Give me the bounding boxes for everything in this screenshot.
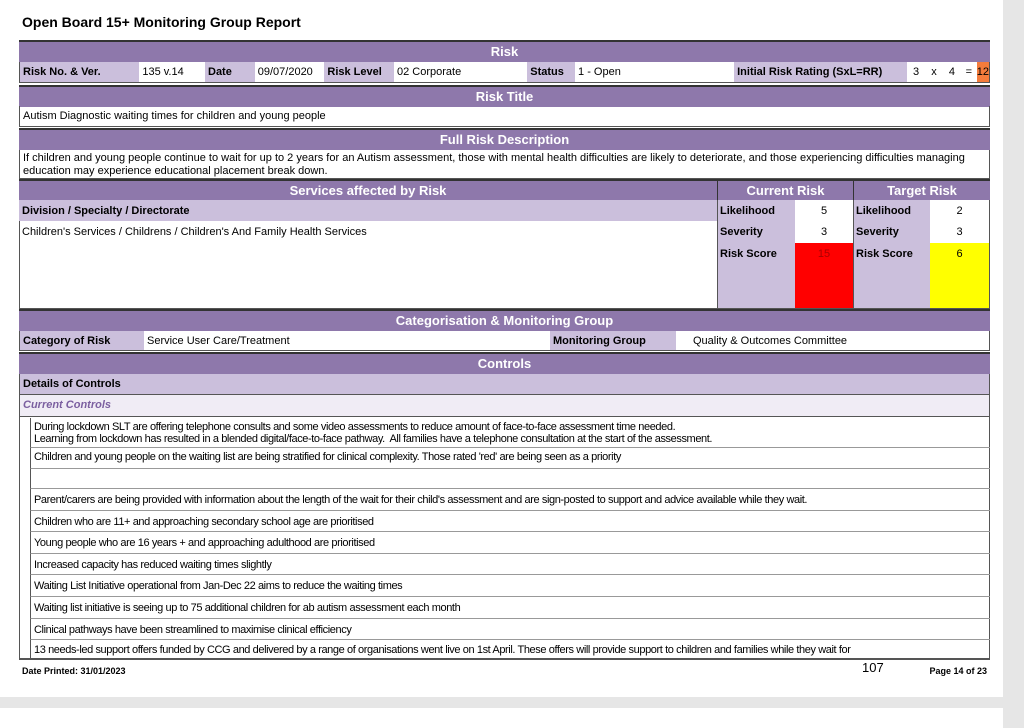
categorisation-row: Category of Risk Service User Care/Treat… [19, 331, 990, 351]
times-sign: x [925, 62, 943, 82]
current-risk-score: 15 [795, 243, 853, 308]
categorisation-header: Categorisation & Monitoring Group [19, 309, 990, 331]
initial-rating-label: Initial Risk Rating (SxL=RR) [734, 62, 908, 82]
target-risk-header: Target Risk [853, 179, 990, 201]
current-severity: 3 [820, 226, 828, 238]
report-title: Open Board 15+ Monitoring Group Report [22, 14, 301, 30]
date-value: 09/07/2020 [254, 62, 325, 82]
monitoring-group-value: Quality & Outcomes Committee [676, 331, 989, 350]
target-likelihood-label: Likelihood [856, 205, 911, 217]
current-controls-label: Current Controls [19, 395, 990, 417]
control-item: Increased capacity has reduced waiting t… [30, 554, 990, 575]
division-value: Children's Services / Childrens / Childr… [22, 226, 367, 238]
services-header: Services affected by Risk [19, 179, 717, 201]
risk-level-label: Risk Level [324, 62, 394, 82]
next-page [0, 708, 1003, 728]
risk-no: 135 v.14 [139, 62, 205, 82]
control-item: During lockdown SLT are offering telepho… [30, 418, 990, 448]
equals-sign: = [960, 62, 977, 82]
risk-title-header: Risk Title [19, 85, 990, 107]
page-number: Page 14 of 23 [929, 666, 987, 676]
date-label: Date [205, 62, 255, 82]
report-page: Open Board 15+ Monitoring Group Report R… [0, 0, 1003, 697]
target-score-label: Risk Score [856, 248, 913, 260]
category-label: Category of Risk [20, 331, 144, 350]
control-item: Children and young people on the waiting… [30, 448, 990, 469]
date-printed: Date Printed: 31/01/2023 [22, 666, 126, 676]
control-item: Waiting List Initiative operational from… [30, 575, 990, 597]
current-likelihood-label: Likelihood [720, 205, 775, 217]
current-risk-header: Current Risk [717, 179, 853, 201]
category-value: Service User Care/Treatment [144, 331, 550, 350]
control-item: Children who are 11+ and approaching sec… [30, 511, 990, 532]
target-risk-score: 6 [930, 243, 989, 308]
initial-likelihood: 4 [942, 62, 961, 82]
control-item [30, 469, 990, 489]
target-severity: 3 [956, 226, 963, 238]
description-header: Full Risk Description [19, 128, 990, 150]
control-item: Clinical pathways have been streamlined … [30, 619, 990, 640]
description-text: If children and young people continue to… [19, 150, 990, 179]
control-item: Waiting list initiative is seeing up to … [30, 597, 990, 619]
details-of-controls-label: Details of Controls [19, 374, 990, 395]
current-score-label: Risk Score [720, 248, 777, 260]
handwritten-page-number: 107 [862, 660, 884, 675]
initial-severity: 3 [907, 62, 926, 82]
target-severity-label: Severity [856, 226, 899, 238]
current-severity-label: Severity [720, 226, 763, 238]
control-item: Parent/carers are being provided with in… [30, 489, 990, 511]
controls-header: Controls [19, 352, 990, 374]
risk-level: 02 Corporate [394, 62, 528, 82]
current-likelihood: 5 [820, 205, 828, 217]
risk-no-label: Risk No. & Ver. [20, 62, 140, 82]
division-label: Division / Specialty / Directorate [19, 200, 717, 221]
control-item: Young people who are 16 years + and appr… [30, 532, 990, 554]
monitoring-group-label: Monitoring Group [550, 331, 676, 350]
status-label: Status [527, 62, 576, 82]
risk-title-text: Autism Diagnostic waiting times for chil… [19, 106, 990, 127]
control-item: 13 needs-led support offers funded by CC… [30, 640, 990, 660]
status-value: 1 - Open [575, 62, 735, 82]
risk-info-row: Risk No. & Ver. 135 v.14 Date 09/07/2020… [19, 62, 990, 83]
initial-risk-rating: 12 [976, 62, 989, 82]
target-likelihood: 2 [956, 205, 963, 217]
risk-header: Risk [19, 40, 990, 62]
